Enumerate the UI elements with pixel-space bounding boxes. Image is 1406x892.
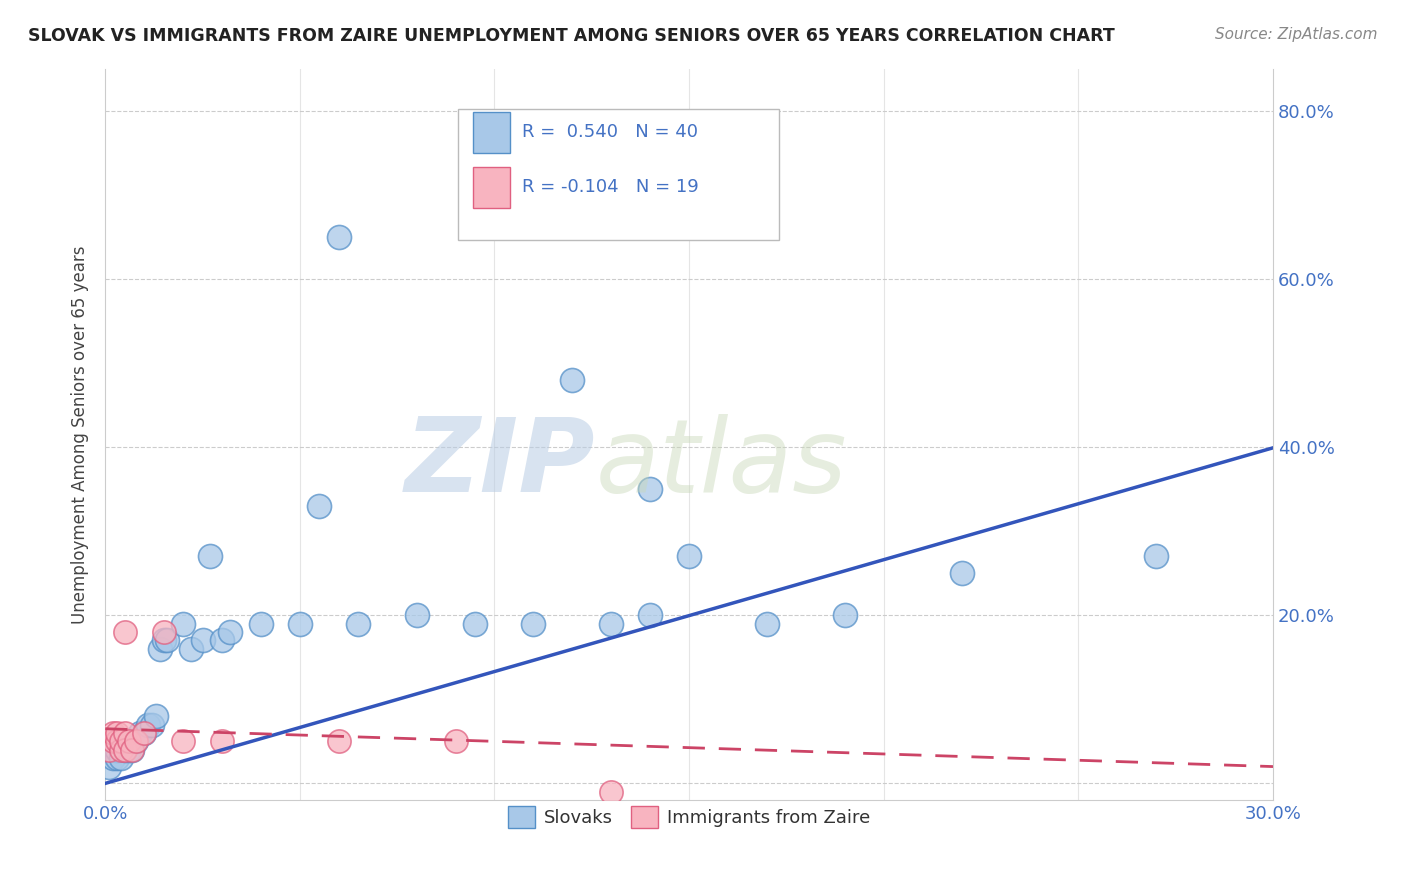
Point <box>347 616 370 631</box>
Text: R = -0.104   N = 19: R = -0.104 N = 19 <box>522 178 699 196</box>
Point <box>114 726 136 740</box>
Point <box>98 743 121 757</box>
Point <box>522 616 544 631</box>
Point <box>405 608 427 623</box>
Point <box>464 616 486 631</box>
Point <box>101 726 124 740</box>
Y-axis label: Unemployment Among Seniors over 65 years: Unemployment Among Seniors over 65 years <box>72 245 89 624</box>
Point <box>101 734 124 748</box>
Point <box>114 734 136 748</box>
Point <box>110 751 132 765</box>
FancyBboxPatch shape <box>458 109 779 241</box>
Point <box>121 743 143 757</box>
Text: Source: ZipAtlas.com: Source: ZipAtlas.com <box>1215 27 1378 42</box>
Point <box>638 608 661 623</box>
Point <box>200 549 222 564</box>
Point <box>250 616 273 631</box>
Point <box>114 743 136 757</box>
Point <box>308 499 330 513</box>
Point <box>117 743 139 757</box>
Text: SLOVAK VS IMMIGRANTS FROM ZAIRE UNEMPLOYMENT AMONG SENIORS OVER 65 YEARS CORRELA: SLOVAK VS IMMIGRANTS FROM ZAIRE UNEMPLOY… <box>28 27 1115 45</box>
Point <box>105 726 128 740</box>
Point <box>444 734 467 748</box>
Point <box>101 751 124 765</box>
Point <box>600 785 623 799</box>
Point <box>114 743 136 757</box>
Point <box>288 616 311 631</box>
Point <box>145 709 167 723</box>
Point <box>105 734 128 748</box>
Point <box>134 726 156 740</box>
Point <box>125 734 148 748</box>
Point <box>755 616 778 631</box>
Point <box>218 625 240 640</box>
Point <box>600 616 623 631</box>
Point <box>110 734 132 748</box>
Point <box>105 743 128 757</box>
Point <box>172 616 194 631</box>
Point <box>149 641 172 656</box>
Point <box>121 734 143 748</box>
Point <box>134 726 156 740</box>
Point <box>191 633 214 648</box>
Point <box>156 633 179 648</box>
Point <box>98 759 121 773</box>
Point <box>110 743 132 757</box>
Text: R =  0.540   N = 40: R = 0.540 N = 40 <box>522 123 699 141</box>
Point <box>141 717 163 731</box>
Point <box>117 734 139 748</box>
Point <box>125 734 148 748</box>
Point <box>638 482 661 496</box>
Point <box>117 734 139 748</box>
FancyBboxPatch shape <box>472 112 510 153</box>
Point <box>211 734 233 748</box>
Point <box>114 625 136 640</box>
Point <box>129 726 152 740</box>
Point <box>211 633 233 648</box>
Point <box>328 229 350 244</box>
Point <box>834 608 856 623</box>
Point <box>136 717 159 731</box>
Legend: Slovaks, Immigrants from Zaire: Slovaks, Immigrants from Zaire <box>501 798 877 835</box>
Point <box>152 633 174 648</box>
Point <box>180 641 202 656</box>
Text: atlas: atlas <box>596 414 848 514</box>
Point <box>121 743 143 757</box>
Point <box>678 549 700 564</box>
Point <box>561 373 583 387</box>
Point <box>152 625 174 640</box>
Point <box>950 566 973 581</box>
Point <box>1144 549 1167 564</box>
Point <box>105 751 128 765</box>
Point <box>328 734 350 748</box>
FancyBboxPatch shape <box>472 168 510 208</box>
Point <box>172 734 194 748</box>
Text: ZIP: ZIP <box>405 413 596 514</box>
